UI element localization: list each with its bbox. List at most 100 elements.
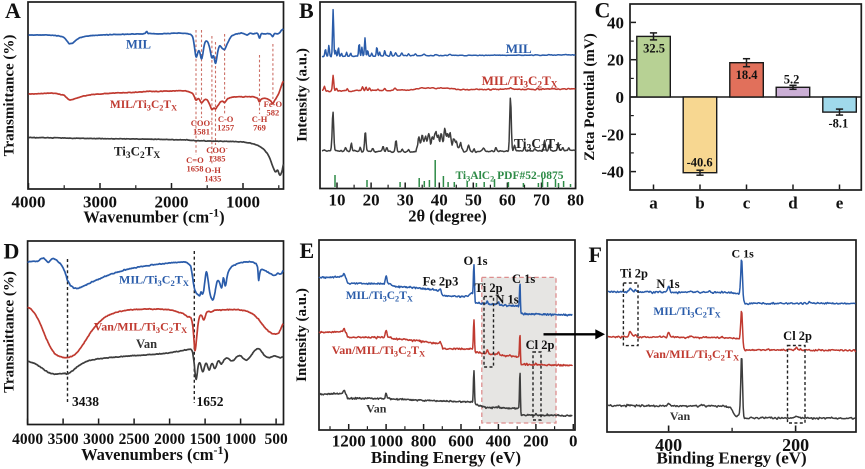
svg-text:a: a: [649, 194, 658, 213]
svg-text:A: A: [5, 0, 21, 23]
svg-text:32.5: 32.5: [643, 42, 665, 56]
svg-text:1200: 1200: [332, 432, 366, 451]
svg-text:4000: 4000: [12, 431, 43, 448]
svg-text:1435: 1435: [204, 173, 221, 183]
svg-text:-40.6: -40.6: [687, 156, 713, 170]
svg-text:800: 800: [411, 432, 437, 451]
svg-text:Van: Van: [366, 402, 387, 416]
svg-text:MIL: MIL: [126, 38, 151, 52]
svg-text:-40: -40: [601, 163, 624, 182]
svg-text:200: 200: [523, 432, 549, 451]
svg-text:Ti3AlC2 PDF#52-0875: Ti3AlC2 PDF#52-0875: [455, 170, 563, 183]
svg-text:0: 0: [616, 88, 625, 107]
svg-text:2θ (degree): 2θ (degree): [408, 207, 486, 226]
svg-text:B: B: [299, 0, 314, 23]
svg-text:O 1s: O 1s: [464, 254, 488, 268]
svg-text:MIL/Ti3C2TX: MIL/Ti3C2TX: [653, 306, 720, 319]
svg-text:F: F: [589, 242, 602, 267]
svg-text:N 1s: N 1s: [495, 292, 518, 306]
svg-text:1581: 1581: [193, 126, 210, 136]
svg-text:-20: -20: [601, 125, 624, 144]
svg-text:1257: 1257: [217, 122, 235, 132]
svg-text:C 1s: C 1s: [732, 247, 755, 261]
svg-text:Van/MIL/Ti3C2TX: Van/MIL/Ti3C2TX: [332, 343, 426, 358]
svg-text:400: 400: [655, 435, 682, 455]
svg-text:Fe 2p3: Fe 2p3: [423, 275, 459, 289]
svg-text:Intensity (a.u.): Intensity (a.u.): [295, 48, 311, 142]
svg-text:40: 40: [431, 191, 448, 210]
svg-text:1000: 1000: [225, 431, 256, 448]
svg-text:Cl 2p: Cl 2p: [526, 338, 555, 352]
svg-text:Van: Van: [136, 337, 157, 351]
svg-text:1658: 1658: [186, 163, 203, 173]
svg-text:COO-: COO-: [206, 145, 227, 155]
svg-text:E: E: [300, 238, 315, 263]
svg-text:O-H: O-H: [205, 165, 221, 175]
svg-text:Van/MIL/Ti3C2TX: Van/MIL/Ti3C2TX: [94, 320, 188, 335]
svg-text:80: 80: [567, 191, 584, 210]
svg-text:50: 50: [465, 191, 482, 210]
svg-text:MIL/Ti3C2TX: MIL/Ti3C2TX: [119, 273, 190, 288]
svg-text:d: d: [788, 194, 798, 213]
svg-text:500: 500: [264, 431, 288, 448]
svg-text:MIL/Ti3C2TX: MIL/Ti3C2TX: [110, 99, 177, 112]
svg-text:1385: 1385: [208, 153, 225, 163]
svg-text:-8.1: -8.1: [829, 117, 849, 131]
svg-text:1000: 1000: [226, 193, 260, 212]
svg-text:1500: 1500: [190, 431, 221, 448]
svg-text:Binding Energy (eV): Binding Energy (eV): [657, 449, 807, 468]
svg-text:C-H: C-H: [252, 114, 268, 124]
svg-text:Zeta Potential (mV): Zeta Potential (mV): [582, 33, 598, 160]
svg-text:20: 20: [363, 191, 380, 210]
svg-text:MIL: MIL: [506, 41, 532, 56]
svg-text:400: 400: [486, 432, 512, 451]
svg-text:Ti3C2TX: Ti3C2TX: [114, 144, 161, 162]
svg-text:MIL/Ti3C2TX: MIL/Ti3C2TX: [482, 73, 558, 91]
svg-text:N 1s: N 1s: [656, 277, 679, 291]
svg-text:3000: 3000: [83, 193, 117, 212]
svg-text:Ti 2p: Ti 2p: [620, 267, 648, 281]
svg-text:200: 200: [782, 435, 809, 455]
svg-text:0: 0: [569, 432, 578, 451]
svg-text:3500: 3500: [48, 431, 79, 448]
svg-text:Transmittance (%): Transmittance (%): [2, 35, 18, 157]
svg-text:10: 10: [329, 191, 346, 210]
svg-text:20: 20: [607, 51, 624, 70]
svg-text:Wavenumbers (cm-1): Wavenumbers (cm-1): [81, 443, 229, 464]
svg-text:582: 582: [267, 107, 280, 117]
svg-text:e: e: [836, 194, 844, 213]
svg-text:Van/MIL/Ti3C2TX: Van/MIL/Ti3C2TX: [646, 347, 740, 362]
svg-text:C 1s: C 1s: [512, 272, 535, 286]
svg-text:600: 600: [448, 432, 474, 451]
svg-text:C=O: C=O: [186, 155, 204, 165]
svg-text:769: 769: [253, 122, 266, 132]
svg-text:1652: 1652: [197, 394, 224, 409]
svg-text:C: C: [595, 0, 611, 23]
svg-text:5.2: 5.2: [784, 73, 800, 87]
svg-text:Wavenumber (cm-1): Wavenumber (cm-1): [83, 206, 224, 227]
svg-text:30: 30: [397, 191, 414, 210]
svg-text:MIL/Ti3C2TX: MIL/Ti3C2TX: [346, 290, 413, 303]
svg-text:C-O: C-O: [218, 114, 234, 124]
svg-text:18.4: 18.4: [736, 68, 759, 82]
svg-text:4000: 4000: [12, 193, 46, 212]
svg-text:Transmittance (%): Transmittance (%): [2, 271, 18, 393]
svg-text:Cl 2p: Cl 2p: [783, 329, 812, 343]
svg-text:2000: 2000: [154, 431, 185, 448]
svg-text:Van: Van: [670, 409, 691, 423]
svg-text:Ti 2p: Ti 2p: [475, 281, 503, 295]
svg-text:Ti3C2TX: Ti3C2TX: [514, 136, 562, 154]
svg-text:Binding Energy (eV): Binding Energy (eV): [371, 448, 521, 467]
svg-text:2000: 2000: [155, 193, 189, 212]
svg-text:Intensity (a.u.): Intensity (a.u.): [294, 288, 310, 382]
svg-text:40: 40: [607, 13, 624, 32]
svg-text:1000: 1000: [369, 432, 403, 451]
svg-text:c: c: [743, 194, 751, 213]
svg-text:b: b: [695, 194, 704, 213]
svg-text:3000: 3000: [83, 431, 114, 448]
svg-text:COO-: COO-: [191, 118, 212, 128]
svg-text:60: 60: [499, 191, 516, 210]
svg-text:3438: 3438: [72, 394, 99, 409]
svg-text:2500: 2500: [119, 431, 150, 448]
svg-text:D: D: [4, 239, 20, 264]
